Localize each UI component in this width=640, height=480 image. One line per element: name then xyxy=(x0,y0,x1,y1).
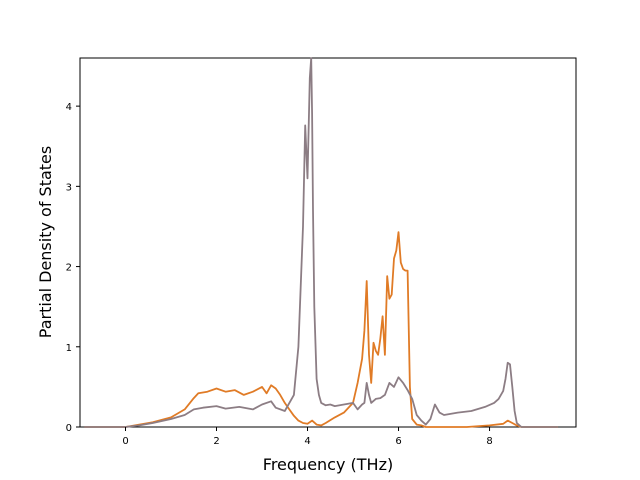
series-line-1 xyxy=(84,231,558,428)
x-axis: 0 2 4 6 8 xyxy=(122,427,493,447)
y-tick-label: 2 xyxy=(66,263,72,274)
plot-area xyxy=(84,57,558,428)
x-tick-label: 0 xyxy=(122,436,128,447)
y-tick-label: 3 xyxy=(66,182,72,193)
y-axis-label: Partial Density of States xyxy=(36,146,55,338)
x-tick-label: 2 xyxy=(213,436,219,447)
y-tick-label: 0 xyxy=(66,423,72,434)
x-tick-label: 4 xyxy=(304,436,310,447)
x-tick-label: 6 xyxy=(395,436,401,447)
y-tick-label: 1 xyxy=(66,343,72,354)
y-axis: 0 1 2 3 4 xyxy=(66,102,80,434)
plot-frame xyxy=(79,57,577,428)
series-line-2 xyxy=(84,57,558,428)
y-tick-label: 4 xyxy=(66,102,72,113)
x-tick-label: 8 xyxy=(486,436,492,447)
x-axis-label: Frequency (THz) xyxy=(263,455,393,474)
